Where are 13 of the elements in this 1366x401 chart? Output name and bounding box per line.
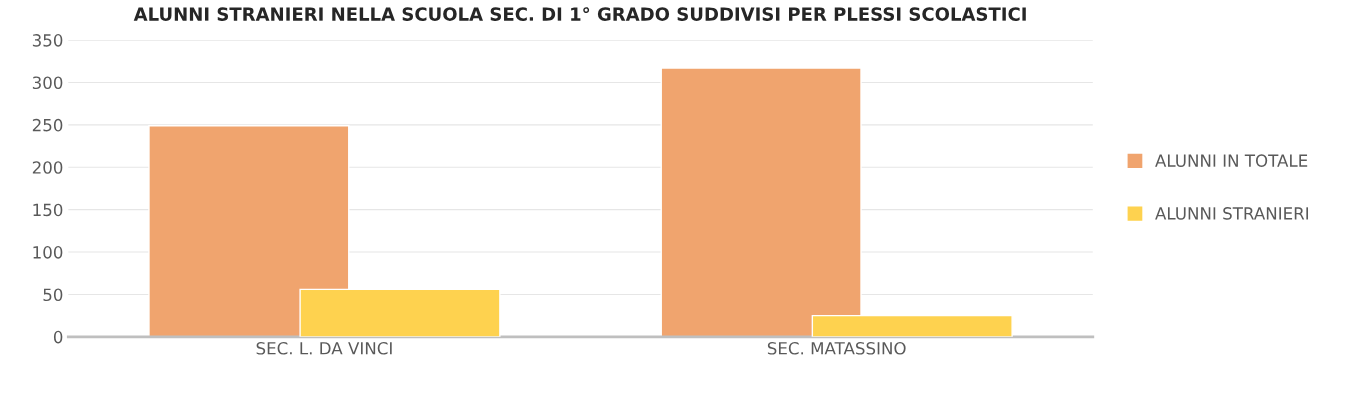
y-tick-label: 250 xyxy=(32,118,63,132)
y-tick-label: 0 xyxy=(53,330,63,344)
y-tick-label: 350 xyxy=(32,34,63,47)
y-tick-label: 100 xyxy=(33,246,63,259)
legend-label: ALUNNI STRANIERI xyxy=(1155,207,1308,220)
legend-label: ALUNNI IN TOTALE xyxy=(1155,154,1308,167)
chart-title: ALUNNI STRANIERI NELLA SCUOLA SEC. DI 1° GRADO SUDDIVISI PER PLESSI SCOLASTICI xyxy=(133,7,1026,21)
y-tick-label: 200 xyxy=(32,161,63,174)
y-tick-label: 50 xyxy=(43,288,63,302)
x-tick-label: SEC. MATASSINO xyxy=(767,342,906,355)
y-tick-label: 150 xyxy=(33,203,63,217)
x-tick-label: SEC. L. DA VINCI xyxy=(256,342,392,355)
y-tick-label: 300 xyxy=(32,76,63,90)
